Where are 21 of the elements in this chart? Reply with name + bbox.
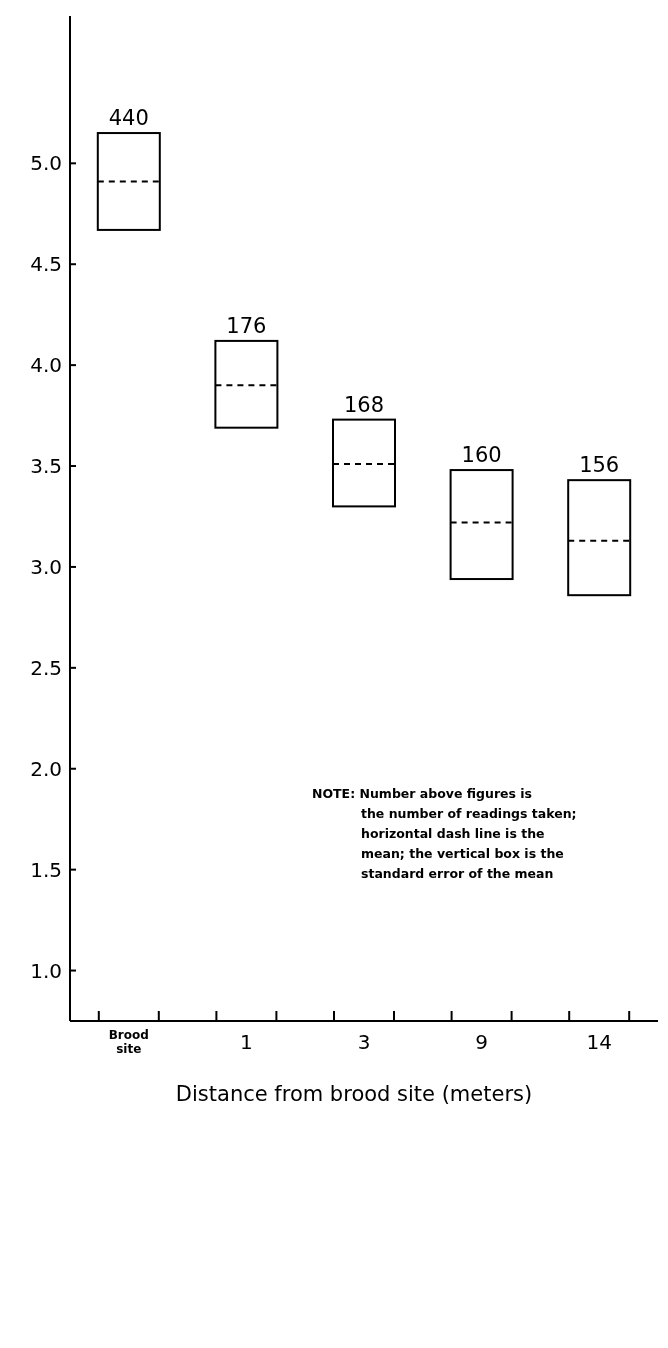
y-tick-label: 5.0 <box>30 151 62 176</box>
y-tick-label: 1.5 <box>30 857 62 882</box>
annotation: 160 <box>461 443 502 468</box>
y-tick-label: 3.0 <box>30 554 62 579</box>
annotation: 168 <box>343 392 385 417</box>
x-tick-label: 1 <box>240 1030 253 1054</box>
x-tick-label: 14 <box>586 1030 612 1054</box>
annotation: 156 <box>579 453 620 478</box>
x-tick-label: 9 <box>475 1030 488 1054</box>
x-tick-label: Brood site <box>108 1028 149 1056</box>
y-tick-label: 4.0 <box>30 353 62 378</box>
annotation: 440 <box>108 106 149 131</box>
x-axis-title: Distance from brood site (meters) <box>175 1082 533 1106</box>
x-tick-label: 3 <box>357 1030 371 1054</box>
annotation: 176 <box>226 313 267 338</box>
y-tick-label: 3.5 <box>30 454 62 479</box>
annotation: NOTE: Number above figures is the number of readings taken; horizontal dash line is the mean; the vertical box is the standard error of the mean <box>312 786 577 881</box>
y-tick-label: 4.5 <box>30 252 62 277</box>
y-tick-label: 2.5 <box>30 655 62 680</box>
y-tick-label: 1.0 <box>30 958 62 983</box>
y-tick-label: 2.0 <box>30 756 62 781</box>
